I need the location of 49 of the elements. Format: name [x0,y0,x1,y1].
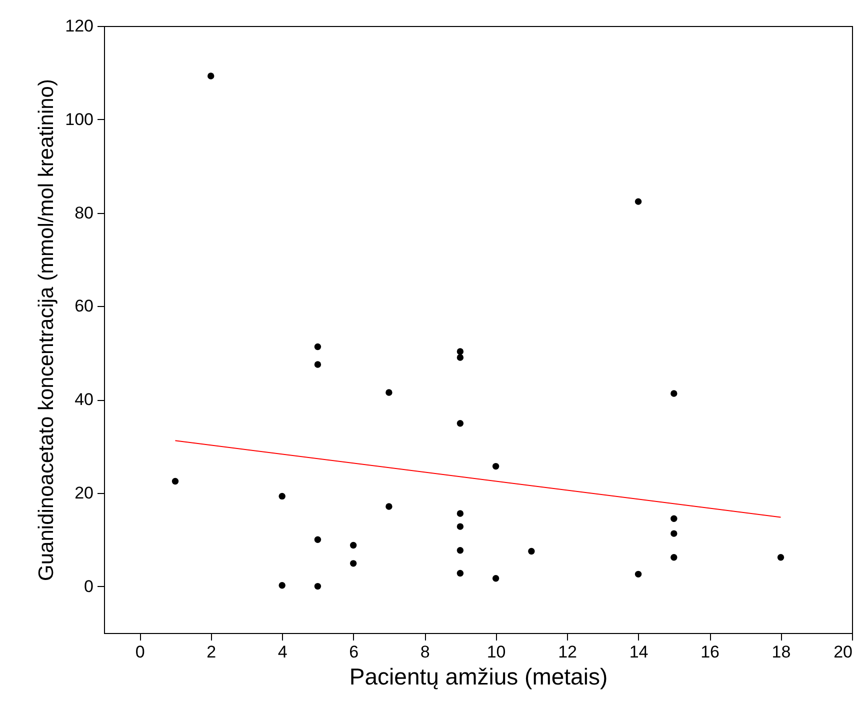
y-tick-label: 100 [65,110,94,129]
point [456,348,464,355]
point [314,536,322,543]
x-axis-title: Pacientų amžius (metais) [349,664,608,690]
point [314,343,322,350]
point [208,72,214,80]
point [670,390,678,397]
x-tick-label: 10 [486,642,506,662]
y-tick-label: 80 [74,203,94,222]
point [492,462,500,470]
point [456,510,464,517]
point [670,515,678,522]
point [456,570,464,577]
point [386,503,392,510]
point [456,420,464,427]
y-tick-label: 60 [74,296,94,316]
point [456,523,464,530]
point [492,575,500,582]
x-tick-label: 8 [420,642,430,662]
point [670,530,678,537]
x-tick-label: 4 [278,642,288,662]
point [172,478,179,485]
x-tick-label: 20 [834,642,852,662]
point [777,554,784,561]
point [528,548,535,555]
y-tick-label: 40 [74,390,94,410]
point [634,198,642,205]
y-axis-title: Guanidinoacetato koncentracija (mmol/mol kreatinino) [35,79,58,581]
y-tick-label: 20 [74,483,94,502]
x-tick-label: 16 [700,642,720,662]
y-tick-label: 120 [65,16,94,36]
x-tick-label: 0 [135,642,145,662]
point [314,582,322,590]
point [456,354,464,361]
x-tick-label: 6 [349,642,359,662]
x-tick-label: 2 [206,642,216,662]
point [278,492,286,500]
point [350,542,357,549]
point [670,554,678,561]
x-tick-label: 12 [558,642,578,662]
point [350,560,357,567]
x-tick-label: 14 [629,642,648,662]
point [456,547,464,554]
x-tick-label: 18 [772,642,791,662]
point [634,570,642,578]
point [386,389,392,396]
point [278,582,286,589]
y-tick-label: 0 [84,576,94,596]
point [314,361,322,368]
